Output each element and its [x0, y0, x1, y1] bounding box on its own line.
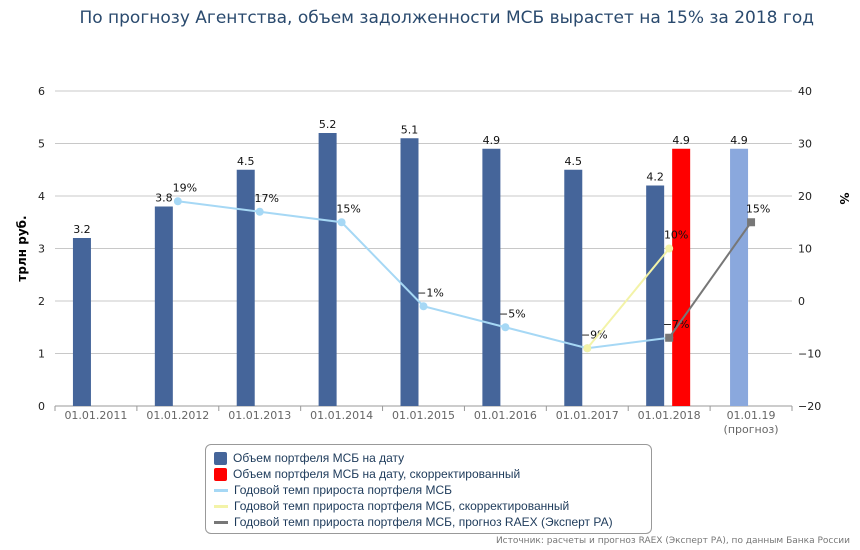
- bar: [154, 206, 173, 406]
- x-tick-label: 01.01.2011: [64, 409, 127, 422]
- y2-tick-label: 40: [798, 85, 812, 98]
- legend-label: Объем портфеля МСБ на дату: [233, 451, 405, 465]
- y-tick-label: 2: [38, 295, 45, 308]
- bar-label: 3.8: [155, 192, 173, 205]
- point-label: −1%: [417, 286, 444, 299]
- y2-axis-title: %: [837, 192, 851, 204]
- y2-tick-label: 0: [798, 295, 805, 308]
- line-marker: [747, 218, 756, 227]
- y2-tick-label: −20: [798, 400, 821, 413]
- x-tick-label: 01.01.19: [727, 409, 776, 422]
- legend-label: Объем портфеля МСБ на дату, скорректиров…: [233, 467, 521, 481]
- bar-label: 5.2: [319, 118, 337, 131]
- bar-label: 4.5: [237, 155, 255, 168]
- y-tick-label: 6: [38, 85, 45, 98]
- legend-item[interactable]: Объем портфеля МСБ на дату, скорректиров…: [214, 466, 520, 482]
- legend-label: Годовой темп прироста портфеля МСБ, скор…: [234, 499, 570, 513]
- line-marker: [173, 197, 182, 206]
- x-tick-label: 01.01.2018: [638, 409, 701, 422]
- source-note: Источник: расчеты и прогноз RAEX (Экспер…: [495, 536, 850, 546]
- point-label: 17%: [254, 192, 278, 205]
- x-tick-label: 01.01.2014: [310, 409, 373, 422]
- y-tick-label: 4: [38, 190, 45, 203]
- point-label: −7%: [663, 318, 690, 331]
- x-tick-sublabel: (прогноз): [724, 423, 779, 436]
- x-tick-label: 01.01.2016: [474, 409, 537, 422]
- x-tick-label: 01.01.2013: [228, 409, 291, 422]
- chart-title: По прогнозу Агентства, объем задолженнос…: [79, 8, 814, 28]
- bar-label: 4.9: [672, 134, 690, 147]
- series-line: [668, 221, 752, 339]
- bar-label: 4.9: [730, 134, 748, 147]
- legend-item[interactable]: Годовой темп прироста портфеля МСБ: [214, 482, 452, 498]
- bar-label: 3.2: [73, 223, 91, 236]
- y2-tick-label: −10: [798, 348, 821, 361]
- line-marker: [255, 207, 264, 216]
- series-line: [586, 247, 670, 349]
- legend-swatch-bar: [214, 467, 227, 481]
- line-marker: [501, 323, 510, 332]
- bar-label: 4.5: [565, 155, 583, 168]
- x-tick-label: 01.01.2015: [392, 409, 455, 422]
- line-marker: [665, 333, 674, 342]
- bar: [236, 169, 255, 406]
- bar: [72, 238, 91, 406]
- legend-item[interactable]: Годовой темп прироста портфеля МСБ, прог…: [214, 514, 613, 530]
- point-label: 10%: [664, 229, 688, 242]
- bar: [730, 148, 749, 406]
- bar-label: 4.9: [483, 134, 501, 147]
- legend-swatch-bar: [214, 451, 227, 465]
- bar: [400, 138, 419, 406]
- point-label: 19%: [173, 181, 197, 194]
- legend-label: Годовой темп прироста портфеля МСБ, прог…: [234, 515, 613, 529]
- legend-swatch-line: [214, 520, 228, 524]
- y2-tick-label: 20: [798, 190, 812, 203]
- point-label: 15%: [746, 202, 770, 215]
- legend-swatch-line: [214, 504, 228, 508]
- line-marker: [583, 344, 592, 353]
- line-marker: [665, 244, 674, 253]
- chart-plot: 0 1 2 3 4 5 6 −20 −10 0 10 20 30 40 01.01.2011 01.01.20…: [15, 85, 851, 436]
- y-tick-label: 0: [38, 400, 45, 413]
- y-tick-label: 3: [38, 243, 45, 256]
- x-tick-label: 01.01.2017: [556, 409, 619, 422]
- bar-label: 4.2: [646, 171, 664, 184]
- bar: [564, 169, 583, 406]
- legend-item[interactable]: Годовой темп прироста портфеля МСБ, скор…: [214, 498, 569, 514]
- bar: [482, 148, 501, 406]
- bar: [672, 148, 691, 406]
- bar: [646, 185, 665, 406]
- y-tick-label: 5: [38, 138, 45, 151]
- y2-tick-label: 30: [798, 138, 812, 151]
- legend-item[interactable]: Объем портфеля МСБ на дату: [214, 450, 404, 466]
- bar: [318, 133, 337, 406]
- y2-tick-label: 10: [798, 243, 812, 256]
- legend-swatch-line: [214, 488, 228, 492]
- line-marker: [419, 302, 428, 311]
- legend: Объем портфеля МСБ на дату Объем портфел…: [205, 444, 652, 534]
- x-tick-label: 01.01.2012: [146, 409, 209, 422]
- point-label: 15%: [336, 202, 360, 215]
- y-axis-title: трлн руб.: [15, 215, 29, 281]
- y-tick-label: 1: [38, 348, 45, 361]
- bar-label: 5.1: [401, 123, 419, 136]
- legend-label: Годовой темп прироста портфеля МСБ: [234, 483, 453, 497]
- point-label: −5%: [499, 307, 526, 320]
- line-marker: [337, 218, 346, 227]
